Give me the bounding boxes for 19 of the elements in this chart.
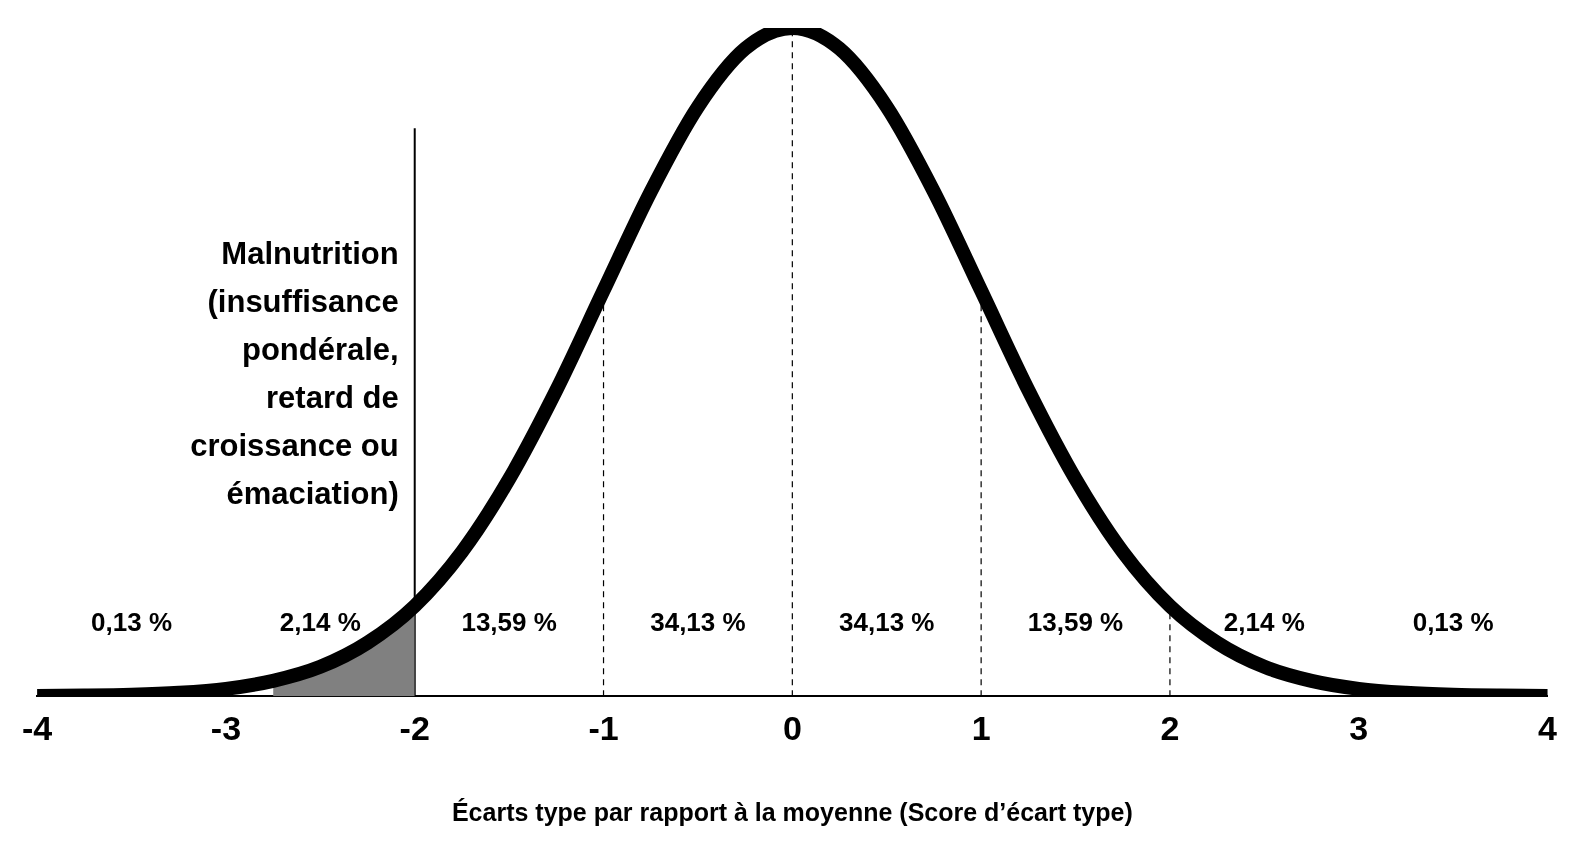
x-tick-label: -2 (399, 708, 430, 747)
annotation: 13,59 % (1027, 607, 1124, 638)
annotation: 34,13 % (650, 607, 746, 638)
x-tick-label: 4 (1538, 708, 1558, 747)
x-tick-label: -3 (210, 708, 242, 747)
x-tick-label: -4 (22, 708, 53, 747)
x-axis-title: Écarts type par rapport à la moyenne (Score d’écart type) (451, 797, 1133, 826)
x-tick-label: 1 (971, 708, 991, 747)
x-tick-label: 0 (782, 708, 802, 747)
annotation: 2,14 % (279, 607, 361, 638)
annotation: 0,13 % (1412, 607, 1494, 638)
annotation: 34,13 % (839, 607, 935, 638)
x-tick-label: 2 (1160, 708, 1180, 747)
annotation: 13,59 % (461, 607, 557, 638)
x-tick-label: 3 (1349, 708, 1369, 747)
annotation: 2,14 % (1223, 607, 1305, 638)
annotation: 0,13 % (91, 607, 172, 638)
x-tick-label: -1 (588, 708, 619, 747)
ref-line-label: Malnutrition (insuffisance pondérale, retard de croissance ou émaciation) (190, 235, 399, 511)
